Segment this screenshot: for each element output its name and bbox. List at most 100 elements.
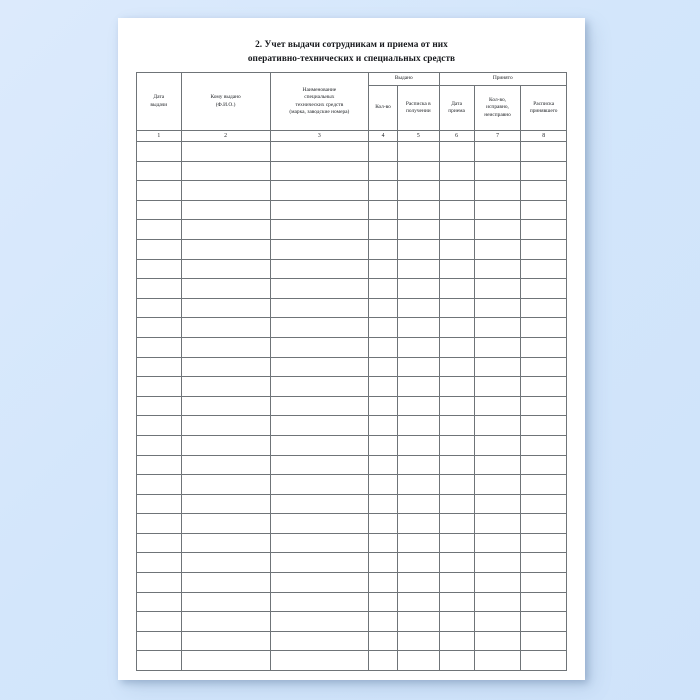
table-cell[interactable] — [269, 513, 370, 534]
table-row[interactable] — [136, 258, 567, 280]
table-cell[interactable] — [520, 552, 567, 574]
table-cell[interactable] — [520, 454, 567, 476]
table-cell[interactable] — [520, 219, 567, 240]
table-cell[interactable] — [269, 219, 370, 240]
table-cell[interactable] — [438, 493, 475, 515]
table-cell[interactable] — [368, 297, 399, 319]
table-cell[interactable] — [136, 454, 182, 476]
table-cell[interactable] — [180, 630, 271, 652]
table-cell[interactable] — [180, 532, 271, 554]
table-cell[interactable] — [269, 317, 370, 338]
table-cell[interactable] — [269, 454, 370, 476]
table-cell[interactable] — [269, 415, 370, 436]
table-cell[interactable] — [473, 630, 522, 652]
table-cell[interactable] — [397, 650, 440, 672]
table-row[interactable] — [136, 415, 567, 436]
table-cell[interactable] — [473, 591, 522, 613]
table-cell[interactable] — [397, 611, 440, 632]
table-cell[interactable] — [368, 493, 399, 515]
table-cell[interactable] — [368, 278, 399, 299]
table-cell[interactable] — [438, 552, 475, 574]
table-cell[interactable] — [438, 474, 475, 495]
table-cell[interactable] — [368, 454, 399, 476]
table-cell[interactable] — [520, 493, 567, 515]
table-cell[interactable] — [180, 415, 271, 436]
table-cell[interactable] — [520, 141, 567, 162]
table-cell[interactable] — [397, 474, 440, 495]
table-cell[interactable] — [368, 474, 399, 495]
table-cell[interactable] — [180, 258, 271, 280]
table-cell[interactable] — [136, 611, 182, 632]
table-cell[interactable] — [368, 317, 399, 338]
table-cell[interactable] — [269, 238, 370, 260]
table-cell[interactable] — [180, 317, 271, 338]
table-cell[interactable] — [397, 297, 440, 319]
table-cell[interactable] — [520, 297, 567, 319]
table-row[interactable] — [136, 336, 567, 358]
table-row[interactable] — [136, 513, 567, 534]
table-cell[interactable] — [397, 454, 440, 476]
table-cell[interactable] — [136, 180, 182, 201]
table-cell[interactable] — [368, 415, 399, 436]
table-cell[interactable] — [368, 591, 399, 613]
table-cell[interactable] — [438, 572, 475, 593]
table-cell[interactable] — [397, 336, 440, 358]
table-cell[interactable] — [269, 199, 370, 221]
table-cell[interactable] — [520, 513, 567, 534]
table-cell[interactable] — [473, 434, 522, 456]
table-cell[interactable] — [397, 141, 440, 162]
table-cell[interactable] — [520, 238, 567, 260]
table-cell[interactable] — [136, 258, 182, 280]
table-cell[interactable] — [473, 395, 522, 417]
table-cell[interactable] — [473, 336, 522, 358]
table-cell[interactable] — [438, 650, 475, 672]
table-cell[interactable] — [136, 513, 182, 534]
table-cell[interactable] — [473, 493, 522, 515]
table-cell[interactable] — [438, 336, 475, 358]
table-cell[interactable] — [473, 474, 522, 495]
table-cell[interactable] — [180, 238, 271, 260]
table-cell[interactable] — [368, 513, 399, 534]
table-cell[interactable] — [368, 395, 399, 417]
table-cell[interactable] — [473, 317, 522, 338]
table-cell[interactable] — [520, 356, 567, 378]
table-cell[interactable] — [368, 160, 399, 182]
table-cell[interactable] — [520, 532, 567, 554]
table-cell[interactable] — [269, 552, 370, 574]
table-cell[interactable] — [438, 513, 475, 534]
table-cell[interactable] — [473, 454, 522, 476]
table-cell[interactable] — [473, 238, 522, 260]
table-cell[interactable] — [473, 415, 522, 436]
table-cell[interactable] — [397, 356, 440, 378]
table-cell[interactable] — [136, 552, 182, 574]
table-row[interactable] — [136, 552, 567, 574]
table-cell[interactable] — [438, 258, 475, 280]
table-cell[interactable] — [180, 493, 271, 515]
table-cell[interactable] — [438, 434, 475, 456]
table-cell[interactable] — [136, 219, 182, 240]
table-cell[interactable] — [438, 415, 475, 436]
table-cell[interactable] — [368, 434, 399, 456]
table-cell[interactable] — [473, 141, 522, 162]
table-cell[interactable] — [397, 572, 440, 593]
table-row[interactable] — [136, 297, 567, 319]
table-cell[interactable] — [520, 199, 567, 221]
table-cell[interactable] — [368, 238, 399, 260]
table-cell[interactable] — [136, 395, 182, 417]
table-cell[interactable] — [438, 278, 475, 299]
table-cell[interactable] — [368, 532, 399, 554]
table-cell[interactable] — [397, 552, 440, 574]
table-row[interactable] — [136, 630, 567, 652]
table-cell[interactable] — [438, 199, 475, 221]
table-row[interactable] — [136, 141, 567, 162]
table-cell[interactable] — [368, 552, 399, 574]
table-cell[interactable] — [368, 611, 399, 632]
table-cell[interactable] — [368, 336, 399, 358]
table-cell[interactable] — [269, 611, 370, 632]
table-cell[interactable] — [269, 630, 370, 652]
table-cell[interactable] — [136, 238, 182, 260]
table-cell[interactable] — [473, 258, 522, 280]
table-cell[interactable] — [520, 160, 567, 182]
table-cell[interactable] — [438, 454, 475, 476]
table-cell[interactable] — [180, 336, 271, 358]
